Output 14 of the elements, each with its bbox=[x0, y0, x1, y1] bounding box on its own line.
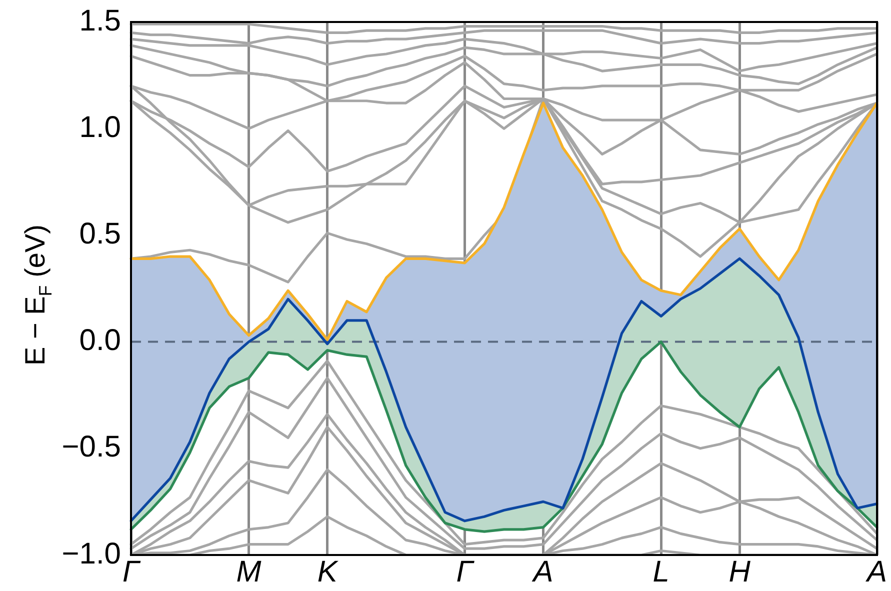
y-tick-label: 1.5 bbox=[79, 4, 121, 38]
y-tick-label: 0.5 bbox=[79, 217, 121, 250]
y-tick-label: −1.0 bbox=[62, 537, 121, 570]
x-tick-label: L bbox=[652, 555, 670, 588]
x-tick-label: Γ bbox=[456, 555, 476, 588]
x-tick-label: A bbox=[864, 555, 888, 588]
x-tick-label: A bbox=[531, 555, 554, 588]
y-tick-label: 1.0 bbox=[79, 110, 121, 144]
x-tick-label: Γ bbox=[122, 555, 142, 588]
y-tick-label: −0.5 bbox=[62, 430, 121, 464]
x-tick-label: H bbox=[728, 555, 751, 588]
x-tick-label: M bbox=[236, 555, 262, 588]
x-tick-label: K bbox=[317, 555, 340, 588]
y-tick-label: 0.0 bbox=[79, 324, 121, 358]
